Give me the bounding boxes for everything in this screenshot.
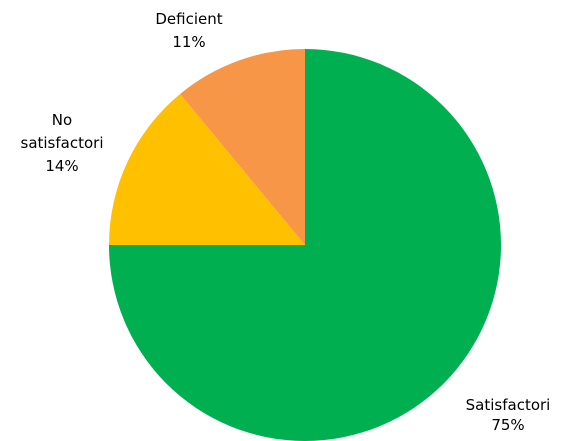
slice-percent-label: 11% (172, 33, 205, 51)
data-label-deficient: Deficient 11% (155, 10, 222, 51)
slice-percent-label: 75% (491, 416, 524, 434)
slice-category-label: No (52, 111, 72, 129)
slice-category-label: satisfactori (21, 134, 104, 152)
data-label-no-satisfactori: No satisfactori 14% (21, 111, 104, 175)
data-label-satisfactori: Satisfactori 75% (466, 396, 551, 434)
pie-slice-no-satisfactori (109, 93, 305, 245)
slice-percent-label: 14% (45, 157, 78, 175)
slice-category-label: Satisfactori (466, 396, 551, 414)
pie-slice-deficient (180, 49, 305, 245)
slice-category-label: Deficient (155, 10, 222, 28)
